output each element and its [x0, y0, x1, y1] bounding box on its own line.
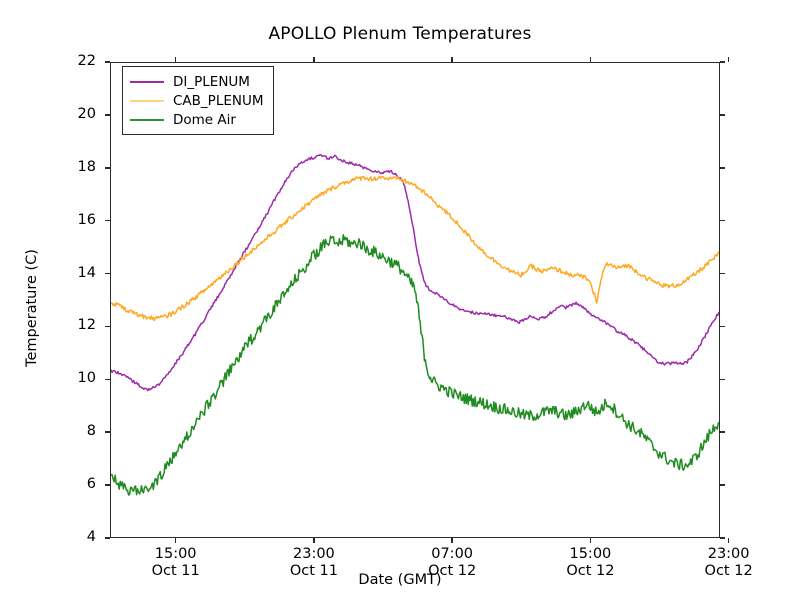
series-line-dome-air [111, 234, 719, 496]
x-tick-time: 15:00 [569, 546, 612, 562]
series-line-cab-plenum [111, 175, 719, 322]
x-tick-label: 07:00 Oct 12 [392, 546, 512, 579]
y-tick-mark [720, 537, 725, 539]
x-tick-mark [451, 538, 453, 543]
x-tick-date: Oct 12 [428, 562, 477, 579]
x-tick-time: 23:00 [293, 546, 335, 562]
y-tick-label: 16 [77, 211, 96, 228]
x-tick-mark [174, 538, 177, 543]
y-tick-mark [720, 61, 725, 63]
y-tick-mark [105, 484, 110, 486]
y-tick-mark [720, 272, 725, 275]
y-tick-mark [105, 431, 110, 434]
y-tick-mark [720, 114, 725, 116]
y-tick-mark [105, 537, 110, 539]
y-axis-label: Temperature (C) [24, 249, 40, 367]
y-tick-label: 20 [77, 105, 96, 122]
y-tick-mark [720, 166, 725, 169]
y-tick-mark [105, 325, 110, 328]
y-tick-mark [105, 114, 110, 116]
y-tick-mark [720, 484, 725, 486]
y-tick-label: 10 [77, 370, 96, 387]
y-tick-mark [720, 378, 725, 381]
y-tick-label: 18 [77, 158, 96, 175]
x-tick-label: 15:00 Oct 12 [530, 546, 650, 579]
legend-item-cab-plenum[interactable]: CAB_PLENUM [130, 91, 264, 110]
chart-title: APOLLO Plenum Temperatures [268, 24, 532, 44]
y-tick-label: 12 [77, 317, 96, 334]
legend-item-dome-air[interactable]: Dome Air [130, 110, 264, 129]
y-tick-mark [720, 219, 725, 222]
x-tick-time: 15:00 [154, 546, 197, 562]
x-tick-mark [174, 57, 177, 62]
x-tick-mark [589, 538, 592, 543]
x-tick-time: 23:00 [707, 546, 750, 562]
y-tick-mark [105, 219, 110, 222]
legend-label-di-plenum: DI_PLENUM [173, 73, 250, 90]
x-axis-label: Date (GMT) [358, 572, 442, 588]
y-tick-mark [720, 325, 725, 328]
legend-item-di-plenum[interactable]: DI_PLENUM [130, 72, 264, 91]
x-tick-date: Oct 11 [289, 562, 338, 579]
plot-area [110, 62, 720, 538]
y-tick-label: 4 [86, 529, 96, 545]
legend: DI_PLENUM CAB_PLENUM Dome Air [122, 66, 274, 135]
x-tick-mark [727, 57, 730, 62]
y-tick-label: 22 [77, 53, 96, 69]
y-tick-label: 6 [86, 476, 96, 493]
legend-swatch-cab-plenum [130, 99, 164, 102]
y-tick-mark [720, 431, 725, 434]
x-tick-mark [451, 57, 453, 62]
x-tick-date: Oct 11 [151, 562, 200, 579]
x-tick-time: 07:00 [431, 546, 474, 562]
series-line-di-plenum [111, 154, 719, 392]
y-tick-label: 14 [77, 264, 96, 281]
x-tick-mark [313, 57, 315, 62]
x-tick-mark [589, 57, 592, 62]
y-tick-label: 8 [86, 423, 96, 440]
legend-swatch-dome-air [130, 118, 164, 121]
x-tick-mark [727, 538, 730, 543]
y-tick-mark [105, 166, 110, 169]
x-tick-label: 23:00 Oct 11 [254, 546, 374, 579]
legend-label-dome-air: Dome Air [173, 111, 236, 128]
y-tick-mark [105, 378, 110, 381]
x-tick-date: Oct 12 [566, 562, 615, 579]
y-tick-mark [105, 61, 110, 63]
y-tick-mark [105, 272, 110, 275]
x-tick-label: 15:00 Oct 11 [116, 546, 236, 579]
data-series-layer [111, 154, 719, 496]
x-tick-date: Oct 12 [704, 562, 753, 579]
legend-label-cab-plenum: CAB_PLENUM [173, 92, 264, 109]
x-tick-mark [313, 538, 315, 543]
legend-swatch-di-plenum [130, 80, 164, 83]
x-tick-label: 23:00 Oct 12 [669, 546, 789, 579]
